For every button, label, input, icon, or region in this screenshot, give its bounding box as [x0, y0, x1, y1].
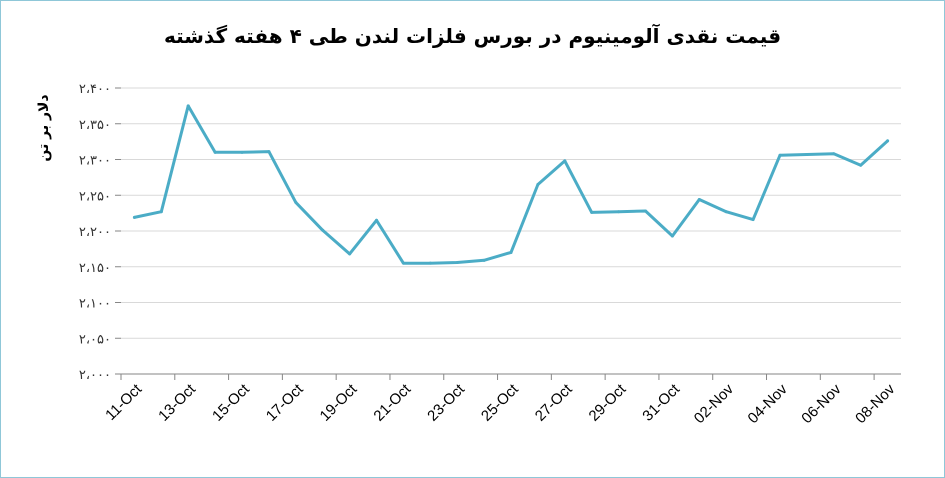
- data-point: [482, 258, 486, 262]
- x-tick-label: 02-Nov: [691, 380, 738, 427]
- data-point: [886, 139, 890, 143]
- x-tick-label: 21-Oct: [370, 380, 414, 424]
- data-point: [294, 200, 298, 204]
- y-tick-label: ۲،۱۰۰: [79, 297, 111, 312]
- x-tick-label: 04-Nov: [745, 380, 792, 427]
- data-point: [751, 218, 755, 222]
- x-tick-label: 19-Oct: [317, 380, 361, 424]
- x-tick-label: 31-Oct: [639, 380, 683, 424]
- y-tick-label: ۲،۳۵۰: [79, 118, 111, 133]
- data-point: [455, 260, 459, 264]
- data-point: [213, 150, 217, 154]
- x-tick-label: 27-Oct: [532, 380, 576, 424]
- data-point: [832, 152, 836, 156]
- data-point: [563, 159, 567, 163]
- y-tick-label: ۲،۰۰۰: [79, 368, 111, 383]
- data-point: [805, 152, 809, 156]
- data-point: [617, 210, 621, 214]
- y-tick-label: ۲،۱۵۰: [79, 261, 111, 276]
- data-point: [375, 218, 379, 222]
- data-point: [267, 150, 271, 154]
- data-point: [428, 261, 432, 265]
- chart-title: قیمت نقدی آلومینیوم در بورس فلزات لندن ط…: [163, 24, 782, 48]
- data-point: [724, 210, 728, 214]
- x-tick-label: 15-Oct: [209, 380, 253, 424]
- data-point: [159, 210, 163, 214]
- series-line: [132, 104, 890, 265]
- data-point: [240, 150, 244, 154]
- data-point: [643, 209, 647, 213]
- x-tick-label: 11-Oct: [102, 380, 146, 424]
- y-tick-label: ۲،۴۰۰: [79, 82, 111, 97]
- y-tick-label: ۲،۲۵۰: [79, 189, 111, 204]
- data-point: [132, 215, 136, 219]
- data-point: [778, 153, 782, 157]
- data-point: [536, 183, 540, 187]
- data-point: [401, 261, 405, 265]
- data-point: [509, 250, 513, 254]
- data-point: [321, 228, 325, 232]
- x-tick-label: 29-Oct: [586, 380, 630, 424]
- data-point: [348, 252, 352, 256]
- x-tick-label: 13-Oct: [155, 380, 199, 424]
- data-point: [670, 234, 674, 238]
- data-point: [186, 104, 190, 108]
- data-point: [590, 210, 594, 214]
- x-tick-label: 08-Nov: [852, 380, 899, 427]
- y-tick-label: ۲،۰۵۰: [79, 332, 111, 347]
- x-tick-label: 06-Nov: [798, 380, 845, 427]
- x-tick-label: 17-Oct: [263, 380, 307, 424]
- y-tick-label: ۲،۳۰۰: [79, 154, 111, 169]
- x-tick-label: 23-Oct: [424, 380, 468, 424]
- data-point: [859, 163, 863, 167]
- y-tick-label: ۲،۲۰۰: [79, 225, 111, 240]
- x-tick-label: 25-Oct: [478, 380, 522, 424]
- data-point: [697, 198, 701, 202]
